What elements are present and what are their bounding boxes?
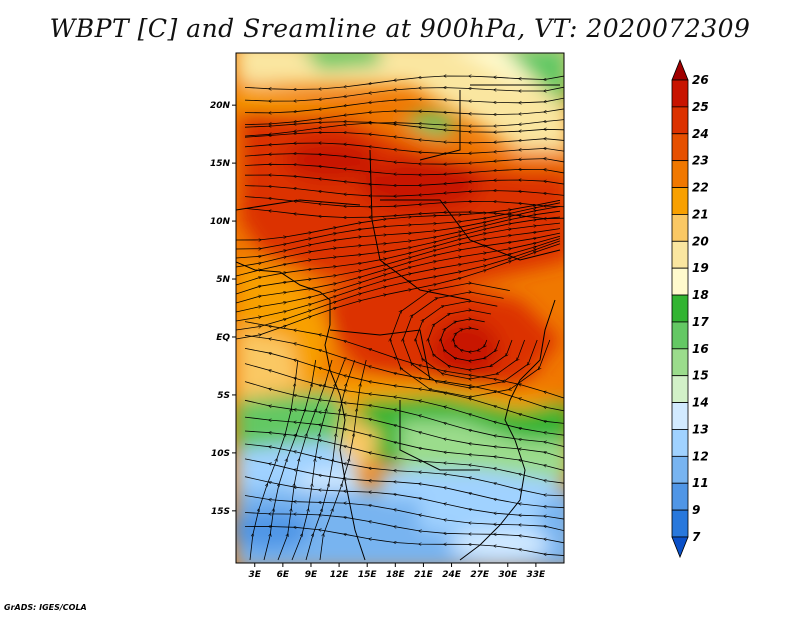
colorbar-label: 19: [692, 261, 709, 275]
lon-tick-label: 3E: [249, 570, 262, 580]
lon-tick-label: 21E: [414, 570, 434, 580]
colorbar-label: 9: [692, 503, 700, 517]
lon-tick-label: 18E: [386, 570, 406, 580]
colorbar-label: 16: [692, 342, 709, 356]
colorbar: 26 25 24 23 22 21 20 19 18 17 16 15 14 13 12 11 9 7: [671, 58, 709, 559]
colorbar-segment: [671, 267, 689, 296]
lat-tick-label: 5N: [216, 275, 230, 285]
colorbar-label: 25: [692, 100, 709, 114]
colorbar-label: 7: [692, 530, 701, 544]
lon-tick-label: 6E: [277, 570, 290, 580]
lat-tick-label: EQ: [216, 333, 230, 343]
colorbar-max-arrow: [671, 58, 689, 81]
colorbar-label: 15: [692, 369, 709, 383]
colorbar-label: 11: [692, 476, 709, 490]
colorbar-label: 24: [692, 127, 709, 141]
colorbar-segment: [671, 482, 689, 511]
colorbar-segment: [671, 455, 689, 484]
colorbar-segment: [671, 348, 689, 377]
chart-title: WBPT [C] and Sreamline at 900hPa, VT: 20…: [49, 14, 751, 43]
colorbar-segment: [671, 321, 689, 350]
streamline: [390, 283, 551, 397]
colorbar-segment: [671, 429, 689, 457]
lat-tick-label: 15N: [210, 159, 231, 169]
longitude-axis: 3E 6E 9E 12E 15E 18E 21E 24E 27E 30E 33E: [249, 563, 547, 580]
streamline: [244, 132, 564, 143]
lon-tick-label: 15E: [358, 570, 378, 580]
streamline: [244, 186, 564, 197]
lon-tick-label: 27E: [470, 570, 490, 580]
colorbar-segment: [671, 160, 689, 188]
colorbar-label: 22: [692, 181, 709, 195]
lon-tick-label: 12E: [330, 570, 350, 580]
colorbar-segment: [671, 79, 689, 108]
colorbar-segment: [671, 509, 689, 538]
colorbar-label: 23: [692, 154, 709, 168]
colorbar-segment: [671, 133, 689, 162]
lon-tick-label: 33E: [527, 570, 547, 580]
colorbar-label: 26: [692, 73, 709, 87]
lat-tick-label: 10N: [210, 217, 231, 227]
colorbar-segment: [671, 240, 689, 269]
map-frame: [235, 52, 565, 564]
lat-tick-label: 10S: [211, 449, 230, 459]
colorbar-label: 13: [692, 422, 709, 436]
lon-tick-label: 9E: [305, 570, 318, 580]
colorbar-segment: [671, 187, 689, 215]
streamlines: [236, 75, 564, 561]
colorbar-label: 14: [692, 396, 709, 410]
grads-credit: GrADS: IGES/COLA: [4, 603, 87, 612]
colorbar-segment: [671, 106, 689, 135]
colorbar-segment: [671, 375, 689, 403]
colorbar-label: 20: [692, 234, 709, 248]
lat-tick-label: 20N: [210, 101, 231, 111]
latitude-axis: 20N 15N 10N 5N EQ 5S 10S 15S: [210, 101, 236, 517]
colorbar-segment: [671, 294, 689, 323]
lat-tick-label: 5S: [217, 391, 230, 401]
streamline: [319, 359, 367, 561]
lat-tick-label: 15S: [211, 507, 230, 517]
colorbar-label: 21: [692, 207, 709, 221]
colorbar-label: 12: [692, 449, 709, 463]
colorbar-label: 18: [692, 288, 709, 302]
colorbar-label: 17: [692, 315, 709, 329]
lon-tick-label: 24E: [442, 570, 462, 580]
streamline: [244, 143, 564, 154]
colorbar-min-arrow: [671, 536, 689, 559]
colorbar-segment: [671, 214, 689, 242]
lon-tick-label: 30E: [498, 570, 518, 580]
colorbar-segment: [671, 402, 689, 430]
